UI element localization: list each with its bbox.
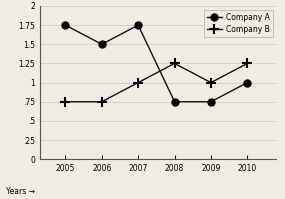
Company B (137, 81, 140, 84)
Line: Company B: Company B (60, 59, 252, 107)
Company B (246, 62, 249, 65)
Company A (100, 43, 103, 46)
Line: Company A: Company A (62, 22, 251, 105)
Legend: Company A, Company B: Company A, Company B (203, 10, 273, 37)
Company A (246, 81, 249, 84)
Company A (173, 100, 176, 103)
Company A (137, 24, 140, 26)
Company B (64, 100, 67, 103)
Company B (100, 100, 103, 103)
Company A (209, 100, 213, 103)
X-axis label: Years →: Years → (7, 187, 35, 196)
Company A (64, 24, 67, 26)
Company B (173, 62, 176, 65)
Company B (209, 81, 213, 84)
